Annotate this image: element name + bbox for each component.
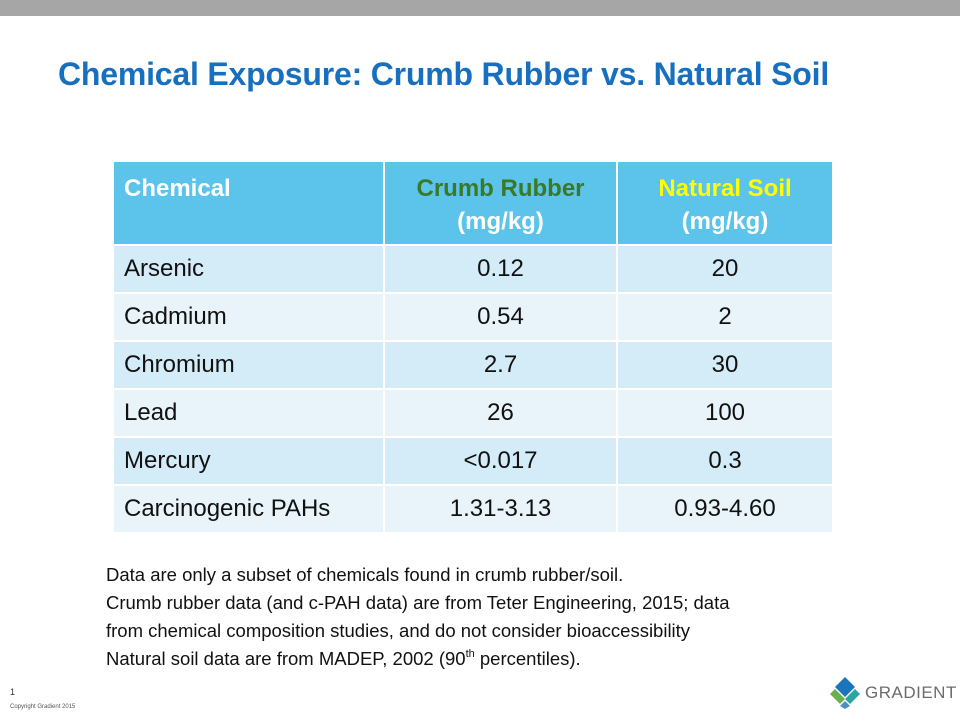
table-row: Chromium 2.7 30 [112,340,834,390]
slide-title: Chemical Exposure: Crumb Rubber vs. Natu… [58,56,830,92]
gradient-logo: GRADIENT [828,676,956,712]
table-row: Mercury <0.017 0.3 [112,436,834,486]
cell-chemical: Carcinogenic PAHs [112,484,385,534]
header-natural-soil-name: Natural Soil [658,175,792,202]
cell-crumb-rubber: 2.7 [383,340,618,390]
page-number: 1 [10,687,16,697]
cell-crumb-rubber: 26 [383,388,618,438]
header-natural-soil-unit: (mg/kg) [681,208,769,235]
header-crumb-rubber-name: Crumb Rubber [416,175,585,202]
table-row: Lead 26 100 [112,388,834,438]
cell-crumb-rubber: 1.31-3.13 [383,484,618,534]
footnotes: Data are only a subset of chemicals foun… [106,561,866,673]
cell-natural-soil: 30 [616,340,834,390]
cell-natural-soil: 2 [616,292,834,342]
footnote-text: percentiles). [474,648,581,669]
cell-chemical: Arsenic [112,244,385,294]
table-row: Arsenic 0.12 20 [112,244,834,294]
header-crumb-rubber-unit: (mg/kg) [457,208,544,235]
footnote-text: Natural soil data are from MADEP, 2002 (… [106,648,466,669]
table-header-row: Chemical Crumb Rubber (mg/kg) Natural So… [112,160,834,246]
cell-natural-soil: 100 [616,388,834,438]
cell-natural-soil: 0.93-4.60 [616,484,834,534]
cell-chemical: Lead [112,388,385,438]
footnote-line: Data are only a subset of chemicals foun… [106,564,624,585]
gradient-logo-icon [830,677,860,709]
gradient-logo-text: GRADIENT [865,683,957,702]
superscript: th [465,648,475,660]
header-chemical: Chemical [112,160,385,246]
header-crumb-rubber: Crumb Rubber (mg/kg) [383,160,618,246]
footnote-line: Natural soil data are from MADEP, 2002 (… [106,645,866,673]
copyright-text: Copyright Gradient 2015 [10,704,76,710]
footnote-line: Crumb rubber data (and c-PAH data) are f… [106,592,730,613]
cell-crumb-rubber: <0.017 [383,436,618,486]
table-row: Carcinogenic PAHs 1.31-3.13 0.93-4.60 [112,484,834,534]
table-row: Cadmium 0.54 2 [112,292,834,342]
chemical-table: Chemical Crumb Rubber (mg/kg) Natural So… [112,160,834,534]
footnote-line: from chemical composition studies, and d… [106,620,691,641]
header-natural-soil: Natural Soil (mg/kg) [616,160,834,246]
cell-chemical: Mercury [112,436,385,486]
cell-chemical: Chromium [112,340,385,390]
cell-crumb-rubber: 0.12 [383,244,618,294]
cell-crumb-rubber: 0.54 [383,292,618,342]
cell-chemical: Cadmium [112,292,385,342]
cell-natural-soil: 0.3 [616,436,834,486]
cell-natural-soil: 20 [616,244,834,294]
top-bar [0,0,960,16]
